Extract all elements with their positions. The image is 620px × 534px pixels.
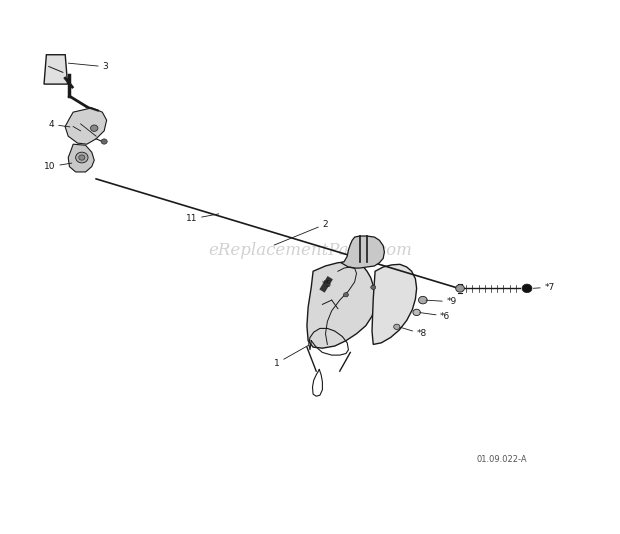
Circle shape [413,309,420,316]
Polygon shape [307,262,375,348]
Text: *6: *6 [420,312,451,320]
Polygon shape [372,264,417,344]
Circle shape [418,296,427,304]
Text: 1: 1 [274,345,309,367]
Circle shape [456,285,464,292]
Circle shape [343,293,348,297]
Text: 3: 3 [68,62,108,71]
Circle shape [79,155,85,160]
Text: eReplacementParts.com: eReplacementParts.com [208,242,412,260]
Text: *9: *9 [426,297,457,306]
Polygon shape [44,55,68,84]
Circle shape [91,125,98,131]
Circle shape [394,324,400,329]
Text: 4: 4 [49,120,70,129]
Polygon shape [65,108,107,144]
Text: *7: *7 [533,283,555,292]
Polygon shape [68,144,94,172]
Text: 2: 2 [274,220,328,245]
Circle shape [522,284,532,293]
Text: 01.09.022-A: 01.09.022-A [476,455,527,464]
Circle shape [101,139,107,144]
Text: *8: *8 [400,327,427,338]
Circle shape [76,152,88,163]
Text: 10: 10 [44,162,72,171]
Circle shape [371,285,376,289]
Text: 11: 11 [186,214,219,223]
Polygon shape [341,236,384,268]
Text: *5: *5 [321,280,332,288]
